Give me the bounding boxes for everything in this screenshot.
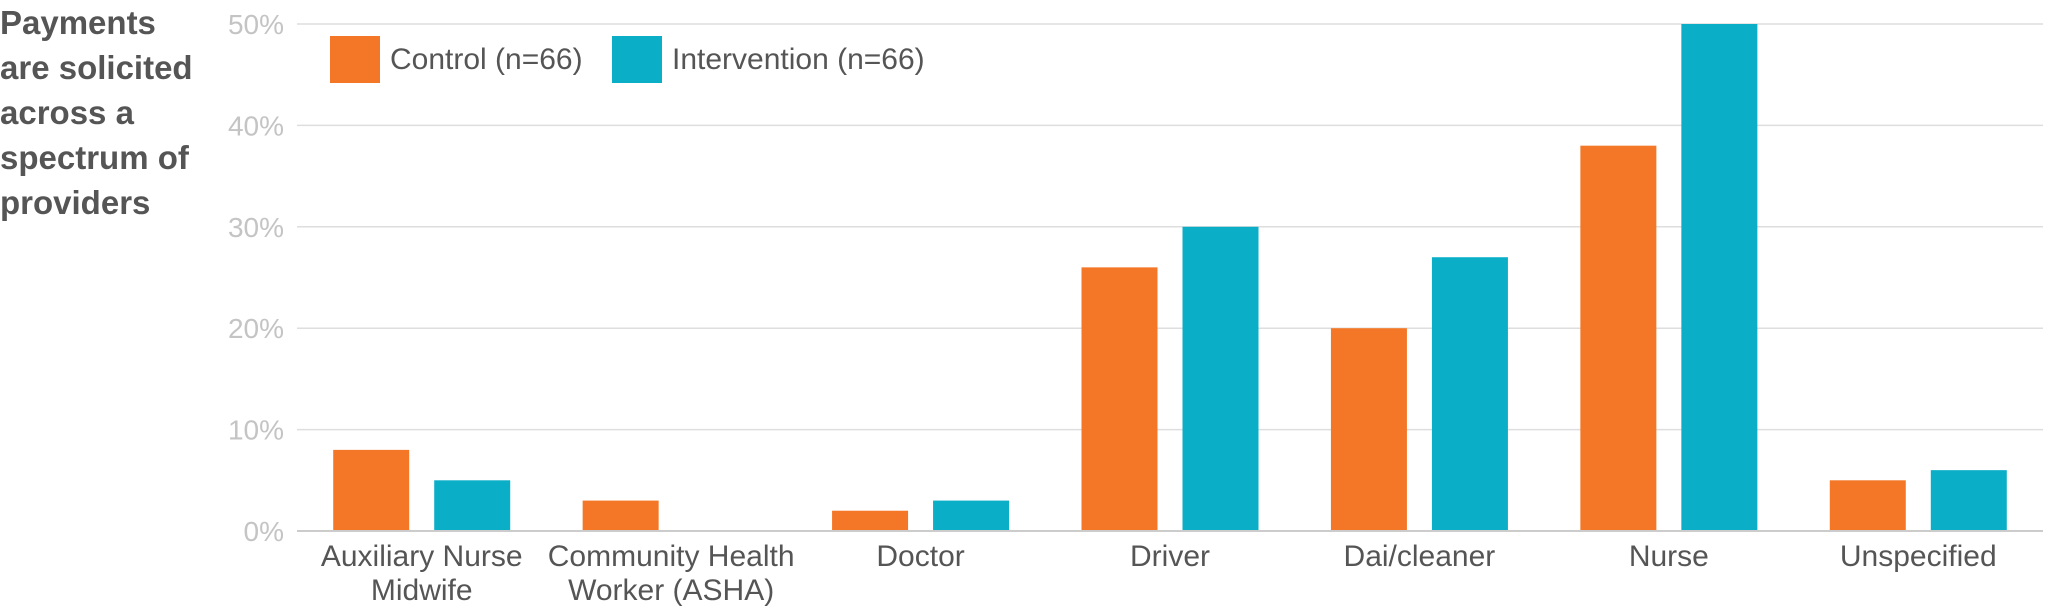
legend-label: Intervention (n=66) — [672, 43, 925, 76]
bar-control — [1330, 328, 1407, 531]
chart-title: Payments are solicited across a spectrum… — [0, 4, 193, 221]
x-tick-label: Auxiliary Nurse Midwife — [321, 540, 523, 607]
y-tick-label: 20% — [228, 313, 284, 344]
x-tick-label: Unspecified — [1840, 540, 1997, 573]
legend-swatch — [612, 36, 662, 83]
bar-control — [1580, 145, 1657, 531]
bar-intervention — [1182, 226, 1259, 532]
x-tick-label: Driver — [1130, 540, 1210, 573]
y-axis-ticks: 0% 10% 20% 30% 40% 50% — [228, 9, 284, 547]
bar-intervention — [933, 500, 1010, 531]
legend-swatch — [330, 36, 380, 83]
bar-control — [333, 449, 410, 531]
bar-control — [1081, 267, 1158, 531]
bar-intervention — [434, 480, 511, 531]
x-tick-label: Dai/cleaner — [1344, 540, 1496, 573]
x-axis-labels: Auxiliary Nurse Midwife Community Health Wo… — [321, 540, 1997, 607]
bars — [333, 24, 2007, 532]
x-tick-label: Nurse — [1629, 540, 1709, 573]
bar-intervention — [1681, 24, 1758, 531]
y-tick-label: 10% — [228, 415, 284, 446]
bar-intervention — [1431, 257, 1508, 531]
legend-label: Control (n=66) — [390, 43, 583, 76]
bar-control — [832, 510, 909, 531]
bar-control — [1829, 480, 1906, 531]
gridlines — [297, 23, 2043, 431]
y-tick-label: 40% — [228, 110, 284, 141]
y-tick-label: 30% — [228, 212, 284, 243]
x-tick-label: Doctor — [876, 540, 964, 573]
y-tick-label: 50% — [228, 9, 284, 40]
x-tick-label: Community Health Worker (ASHA) — [548, 540, 795, 607]
bar-intervention — [1930, 470, 2007, 531]
legend: Control (n=66) Intervention (n=66) — [330, 36, 925, 83]
bar-control — [582, 500, 659, 531]
y-tick-label: 0% — [244, 516, 284, 547]
